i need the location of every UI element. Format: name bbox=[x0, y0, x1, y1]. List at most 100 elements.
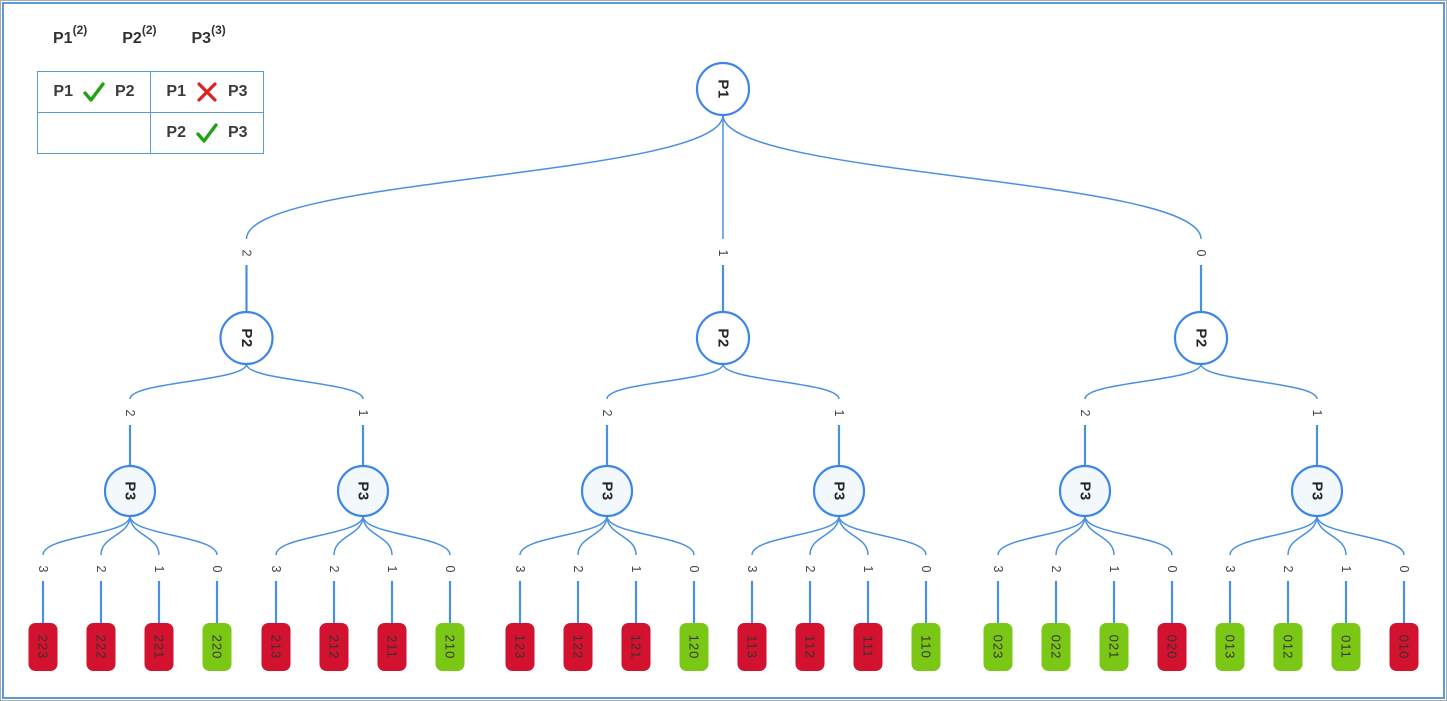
tree-edge-curve bbox=[129, 515, 160, 556]
edge-label: 1 bbox=[1339, 566, 1353, 573]
leaf-node-223 bbox=[28, 623, 58, 671]
leaf-label: 013 bbox=[1223, 635, 1238, 660]
leaf-label: 012 bbox=[1281, 635, 1296, 660]
cross-icon bbox=[197, 82, 217, 102]
tree-edge-curve bbox=[838, 515, 869, 556]
tree-edge-curve bbox=[1229, 515, 1318, 556]
tree-edge-curve bbox=[42, 515, 131, 556]
leaf-label: 020 bbox=[1165, 635, 1180, 660]
leaf-label: 110 bbox=[919, 635, 934, 659]
tree-node-p3 bbox=[1290, 464, 1344, 518]
constraint-cell-p2p3: P2 P3 bbox=[150, 112, 264, 154]
tree-edge-curve bbox=[1287, 515, 1318, 556]
edge-label: 2 bbox=[240, 250, 254, 257]
edge-label: 2 bbox=[1049, 566, 1063, 573]
leaf-node-213 bbox=[261, 623, 291, 671]
variable-name: P2 bbox=[122, 30, 142, 47]
tree-edge-curve bbox=[1316, 515, 1347, 556]
constraint-right-label: P3 bbox=[228, 83, 248, 100]
edge-label: 0 bbox=[443, 566, 457, 573]
edge-label: 0 bbox=[1194, 250, 1208, 257]
edge-label: 2 bbox=[803, 566, 817, 573]
leaf-node-023 bbox=[983, 623, 1013, 671]
tree-edge-curve bbox=[245, 363, 364, 400]
tree-node-label: P3 bbox=[355, 481, 372, 500]
tree-edge-curve bbox=[333, 515, 364, 556]
edge-label: 3 bbox=[745, 566, 759, 573]
variable-p2: P2(2) bbox=[122, 23, 156, 48]
edge-label: 2 bbox=[1281, 566, 1295, 573]
edge-label: 3 bbox=[36, 566, 50, 573]
leaf-label: 210 bbox=[443, 635, 458, 660]
variable-p3: P3(3) bbox=[192, 23, 226, 48]
leaf-label: 112 bbox=[803, 635, 818, 659]
leaf-node-211 bbox=[377, 623, 407, 671]
leaf-node-021 bbox=[1099, 623, 1129, 671]
tree-edge-curve bbox=[606, 515, 637, 556]
tree-edge-curve bbox=[997, 515, 1086, 556]
edge-label: 2 bbox=[327, 566, 341, 573]
edge-label: 2 bbox=[123, 410, 137, 417]
leaf-node-013 bbox=[1215, 623, 1245, 671]
leaf-label: 213 bbox=[269, 635, 284, 660]
edge-label: 2 bbox=[94, 566, 108, 573]
edge-label: 2 bbox=[1078, 410, 1092, 417]
variable-name: P3 bbox=[191, 30, 212, 47]
tree-edge-curve bbox=[606, 363, 724, 400]
leaf-label: 111 bbox=[861, 636, 876, 659]
edge-label: 3 bbox=[991, 566, 1005, 573]
leaf-node-122 bbox=[563, 623, 593, 671]
tree-edge-curve bbox=[1200, 363, 1318, 400]
edge-label: 1 bbox=[385, 566, 399, 573]
leaf-label: 222 bbox=[94, 635, 109, 660]
tree-edge-curve bbox=[751, 515, 840, 556]
constraint-cell-p1p2: P1 P2 bbox=[37, 71, 151, 113]
tree-node-label: P1 bbox=[715, 79, 732, 98]
leaf-label: 212 bbox=[327, 635, 342, 660]
tree-node-label: P3 bbox=[1077, 481, 1094, 500]
leaf-label: 021 bbox=[1107, 635, 1122, 660]
tree-edge-curve bbox=[577, 515, 608, 556]
check-icon bbox=[196, 123, 218, 143]
tree-edge-curve bbox=[1084, 363, 1202, 400]
constraints-table: P1 P2 P1 P3 P2 P3 bbox=[37, 71, 264, 154]
leaf-node-221 bbox=[144, 623, 174, 671]
tree-edge-curve bbox=[1084, 515, 1115, 556]
tree-edge-curve bbox=[722, 114, 1202, 240]
tree-node-label: P2 bbox=[715, 328, 732, 347]
tree-node-label: P3 bbox=[831, 481, 848, 500]
variable-domain-size: (3) bbox=[211, 23, 226, 37]
edge-label: 1 bbox=[152, 566, 166, 573]
tree-node-p3 bbox=[1058, 464, 1112, 518]
constraint-left-label: P1 bbox=[53, 83, 73, 100]
tree-node-label: P2 bbox=[1193, 328, 1210, 347]
tree-edge-curve bbox=[129, 363, 248, 400]
leaf-node-120 bbox=[679, 623, 709, 671]
tree-node-label: P3 bbox=[122, 481, 139, 500]
leaf-label: 022 bbox=[1049, 635, 1064, 660]
leaf-label: 121 bbox=[629, 635, 644, 660]
leaf-label: 221 bbox=[152, 635, 167, 660]
tree-edge-curve bbox=[100, 515, 131, 556]
leaf-label: 023 bbox=[991, 635, 1006, 660]
tree-edge-curve bbox=[519, 515, 608, 556]
leaf-label: 223 bbox=[36, 635, 51, 660]
leaf-label: 122 bbox=[571, 635, 586, 660]
variables-header: P1(2) P2(2) P3(3) bbox=[53, 23, 226, 48]
tree-edge-curve bbox=[275, 515, 364, 556]
edge-label: 0 bbox=[1165, 566, 1179, 573]
leaf-node-222 bbox=[86, 623, 116, 671]
tree-node-p3 bbox=[580, 464, 634, 518]
leaf-node-010 bbox=[1389, 623, 1419, 671]
leaf-label: 113 bbox=[745, 635, 760, 659]
leaf-node-012 bbox=[1273, 623, 1303, 671]
leaf-node-123 bbox=[505, 623, 535, 671]
tree-edge-curve bbox=[362, 515, 451, 556]
tree-edge-curve bbox=[809, 515, 840, 556]
leaf-node-111 bbox=[853, 623, 883, 671]
tree-node-p3 bbox=[103, 464, 157, 518]
variable-name: P1 bbox=[53, 30, 73, 47]
leaf-node-113 bbox=[737, 623, 767, 671]
